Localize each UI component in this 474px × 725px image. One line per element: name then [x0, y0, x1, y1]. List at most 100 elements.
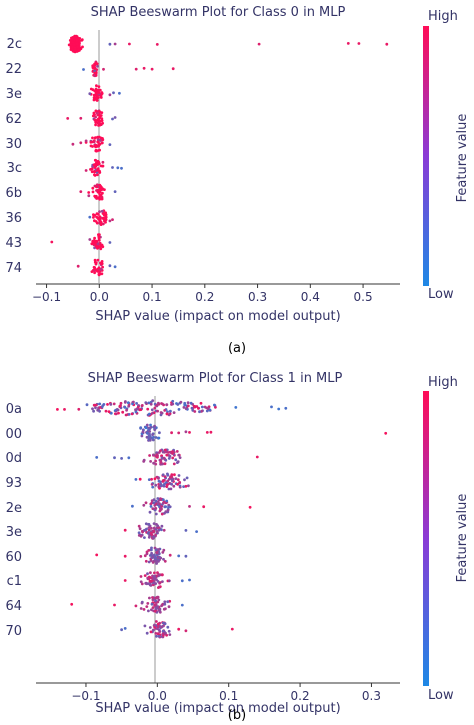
shap-point — [79, 141, 83, 145]
shap-point — [206, 407, 210, 411]
shap-point — [189, 401, 193, 405]
shap-point — [94, 115, 97, 119]
shap-point — [145, 423, 149, 427]
shap-point — [99, 122, 103, 126]
shap-point — [99, 164, 103, 168]
shap-point — [112, 91, 115, 95]
shap-point — [111, 117, 114, 121]
shap-point — [108, 143, 112, 147]
shap-point — [94, 164, 98, 167]
shap-point — [180, 603, 184, 607]
shap-point — [134, 67, 138, 71]
shap-point — [174, 458, 178, 462]
shap-point — [93, 89, 97, 93]
shap-point — [91, 190, 95, 194]
shap-point — [119, 401, 123, 405]
shap-point — [161, 551, 165, 554]
shap-point — [149, 400, 153, 404]
shap-point — [384, 431, 388, 435]
shap-point — [147, 522, 151, 526]
shap-point — [154, 533, 158, 537]
shap-point — [99, 267, 103, 271]
shap-point — [162, 528, 166, 532]
shap-point — [164, 458, 168, 462]
shap-point — [80, 38, 84, 42]
shap-point — [148, 626, 152, 629]
chart-a-colorbar-low: Low — [428, 287, 454, 302]
shap-point — [157, 634, 161, 638]
shap-point — [67, 43, 71, 47]
shap-point — [153, 477, 157, 481]
shap-point — [71, 142, 75, 146]
shap-point — [157, 401, 160, 405]
shap-point — [200, 405, 204, 409]
shap-point — [163, 409, 167, 412]
shap-point — [158, 503, 162, 506]
shap-point — [150, 602, 154, 606]
shap-point — [96, 135, 100, 139]
shap-point — [140, 404, 144, 407]
chart-a-dots — [50, 34, 389, 277]
shap-point — [199, 401, 203, 405]
shap-point — [125, 408, 128, 412]
shap-point — [152, 529, 156, 533]
shap-point — [161, 480, 165, 483]
shap-point — [99, 247, 103, 251]
shap-point — [90, 170, 94, 174]
shap-point — [160, 524, 164, 528]
shap-point — [151, 581, 155, 585]
xtick-label: 0.1 — [143, 290, 162, 304]
shap-point — [95, 212, 99, 216]
shap-point — [154, 632, 158, 635]
xtick-label: 0.5 — [354, 290, 373, 304]
shap-point — [214, 405, 217, 409]
shap-point — [161, 573, 164, 577]
shap-point — [108, 241, 112, 244]
shap-point — [277, 407, 281, 411]
shap-point — [140, 582, 144, 586]
xtick-label: 0.4 — [301, 290, 320, 304]
shap-point — [76, 264, 80, 268]
shap-point — [98, 210, 101, 214]
shap-point — [234, 406, 238, 409]
shap-point — [70, 602, 74, 606]
shap-point — [121, 410, 125, 414]
shap-point — [178, 456, 182, 459]
shap-point — [165, 453, 169, 457]
shap-point — [161, 450, 165, 454]
shap-point — [96, 258, 100, 262]
shap-point — [101, 160, 105, 164]
shap-point — [155, 620, 158, 623]
shap-point — [93, 93, 96, 97]
shap-point — [92, 216, 95, 219]
shap-point — [197, 407, 200, 410]
shap-point — [150, 551, 154, 555]
shap-point — [120, 166, 123, 170]
xtick-label: 0.1 — [219, 689, 238, 703]
shap-point — [99, 96, 103, 99]
shap-point — [385, 42, 389, 46]
shap-point — [97, 110, 101, 113]
shap-point — [153, 575, 157, 579]
shap-point — [161, 629, 165, 633]
shap-point — [139, 426, 143, 429]
shap-point — [104, 409, 108, 413]
shap-point — [144, 582, 148, 585]
xtick-label: 0.3 — [248, 290, 267, 304]
shap-point — [102, 212, 105, 215]
shap-point — [106, 403, 109, 406]
shap-point — [137, 524, 141, 528]
shap-point — [177, 453, 181, 457]
shap-point — [170, 431, 174, 435]
shap-point — [139, 555, 143, 558]
shap-point — [188, 578, 191, 582]
shap-point — [101, 265, 104, 269]
shap-point — [94, 96, 98, 100]
shap-point — [157, 573, 161, 576]
shap-point — [145, 527, 148, 531]
shap-point — [151, 561, 155, 564]
chart-a-caption: (a) — [228, 341, 246, 356]
shap-point — [127, 456, 131, 460]
shap-point — [159, 411, 163, 414]
